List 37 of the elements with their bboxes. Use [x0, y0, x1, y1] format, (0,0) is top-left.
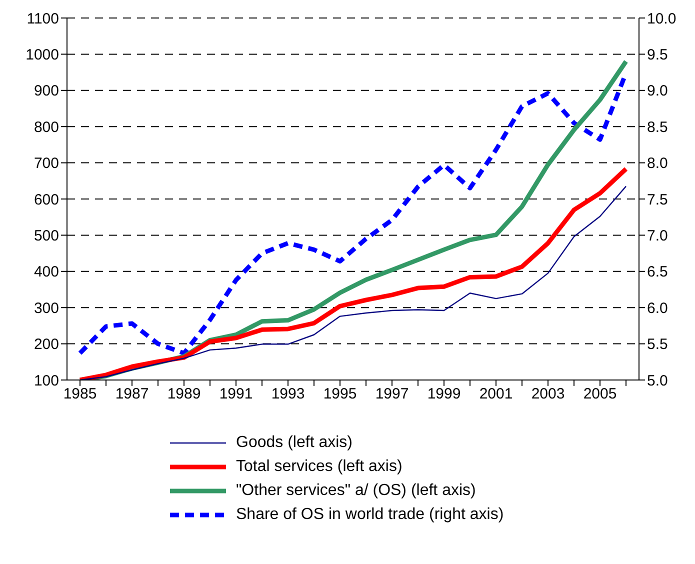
y2-tick-label: 10.0	[647, 10, 676, 28]
y-tick-label: 300	[34, 300, 59, 317]
x-tick-label: 1987	[115, 386, 149, 403]
y2-tick-label: 5.0	[647, 372, 668, 390]
y-tick-label: 100	[34, 372, 59, 390]
legend-label: "Other services" a/ (OS) (left axis)	[236, 482, 476, 500]
y2-tick-label: 9.0	[647, 82, 668, 100]
y-tick-label: 800	[34, 118, 59, 136]
x-tick-label: 1989	[167, 386, 201, 403]
x-tick-label: 1985	[63, 386, 97, 403]
y-tick-label: 200	[34, 336, 59, 354]
y-tick-label: 500	[34, 228, 59, 245]
y-tick-label: 400	[34, 264, 59, 281]
y2-tick-label: 9.5	[647, 46, 668, 64]
y-tick-label: 1100	[26, 10, 59, 28]
legend-label: Total services (left axis)	[236, 458, 402, 476]
x-tick-label: 1997	[375, 386, 409, 403]
x-tick-label: 2003	[531, 386, 565, 403]
x-tick-label: 1991	[219, 386, 253, 403]
x-tick-label: 2005	[583, 386, 617, 403]
x-tick-label: 1995	[323, 386, 357, 403]
y2-tick-label: 8.5	[647, 118, 668, 136]
y2-tick-label: 5.5	[647, 336, 668, 354]
y2-tick-label: 6.0	[647, 300, 668, 317]
x-tick-label: 2001	[479, 386, 513, 403]
y-tick-label: 700	[34, 155, 59, 172]
y-tick-label: 600	[34, 191, 59, 208]
y2-tick-label: 7.5	[647, 191, 668, 208]
legend-label: Share of OS in world trade (right axis)	[236, 506, 504, 524]
y2-tick-label: 6.5	[647, 264, 668, 281]
x-tick-label: 1999	[427, 386, 461, 403]
y2-tick-label: 7.0	[647, 228, 668, 245]
y-tick-label: 900	[34, 82, 59, 100]
y-tick-label: 1000	[26, 46, 59, 64]
x-tick-label: 1993	[271, 386, 305, 403]
y2-tick-label: 8.0	[647, 155, 668, 172]
legend-label: Goods (left axis)	[236, 434, 352, 452]
